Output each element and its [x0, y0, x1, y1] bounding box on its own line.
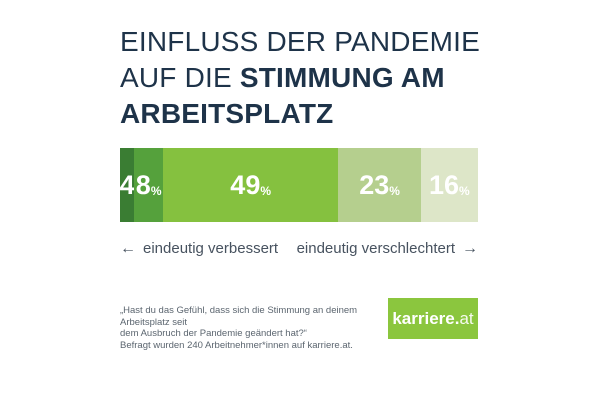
percent-sign: %	[150, 184, 162, 198]
segment-value-label: 23	[359, 169, 390, 200]
bar-segment-4: 4	[119, 148, 135, 222]
percent-sign: %	[459, 184, 470, 198]
bar-segment-23: 23%	[338, 148, 421, 222]
footer: „Hast du das Gefühl, dass sich die Stimm…	[120, 298, 478, 351]
page-title: EINFLUSS DER PANDEMIE AUF DIE STIMMUNG A…	[120, 24, 480, 132]
bar-segment-16: 16%	[420, 148, 478, 222]
percent-sign: %	[260, 184, 272, 198]
scale-labels: ← eindeutig verbessert eindeutig verschl…	[120, 239, 478, 259]
title-line-2: AUF DIE STIMMUNG AM	[120, 62, 445, 93]
survey-note: „Hast du das Gefühl, dass sich die Stimm…	[120, 305, 358, 351]
title-line-1: EINFLUSS DER PANDEMIE	[120, 26, 480, 57]
percent-sign: %	[389, 184, 400, 198]
karriere-at-logo: karriere. at	[388, 298, 478, 339]
logo-text-bold: karriere.	[392, 308, 460, 328]
title-line-3: ARBEITSPLATZ	[120, 98, 334, 129]
stacked-bar: 4 8% 49% 23% 16%	[120, 148, 478, 222]
left-arrow-icon: ←	[120, 240, 136, 257]
right-arrow-icon: →	[462, 240, 478, 257]
segment-value-label: 49	[230, 169, 261, 200]
scale-right: eindeutig verschlechtert →	[297, 239, 478, 259]
infographic: EINFLUSS DER PANDEMIE AUF DIE STIMMUNG A…	[120, 0, 480, 351]
logo-text-light: at	[459, 308, 474, 328]
scale-right-label: eindeutig verschlechtert	[296, 240, 455, 257]
segment-value-label: 4	[119, 169, 135, 200]
scale-left-label: eindeutig verbessert	[143, 240, 279, 257]
segment-value-label: 8	[135, 169, 151, 200]
bar-segment-8: 8%	[134, 148, 163, 222]
scale-left: ← eindeutig verbessert	[120, 239, 278, 259]
bar-segment-49: 49%	[162, 148, 339, 222]
segment-value-label: 16	[429, 169, 460, 200]
